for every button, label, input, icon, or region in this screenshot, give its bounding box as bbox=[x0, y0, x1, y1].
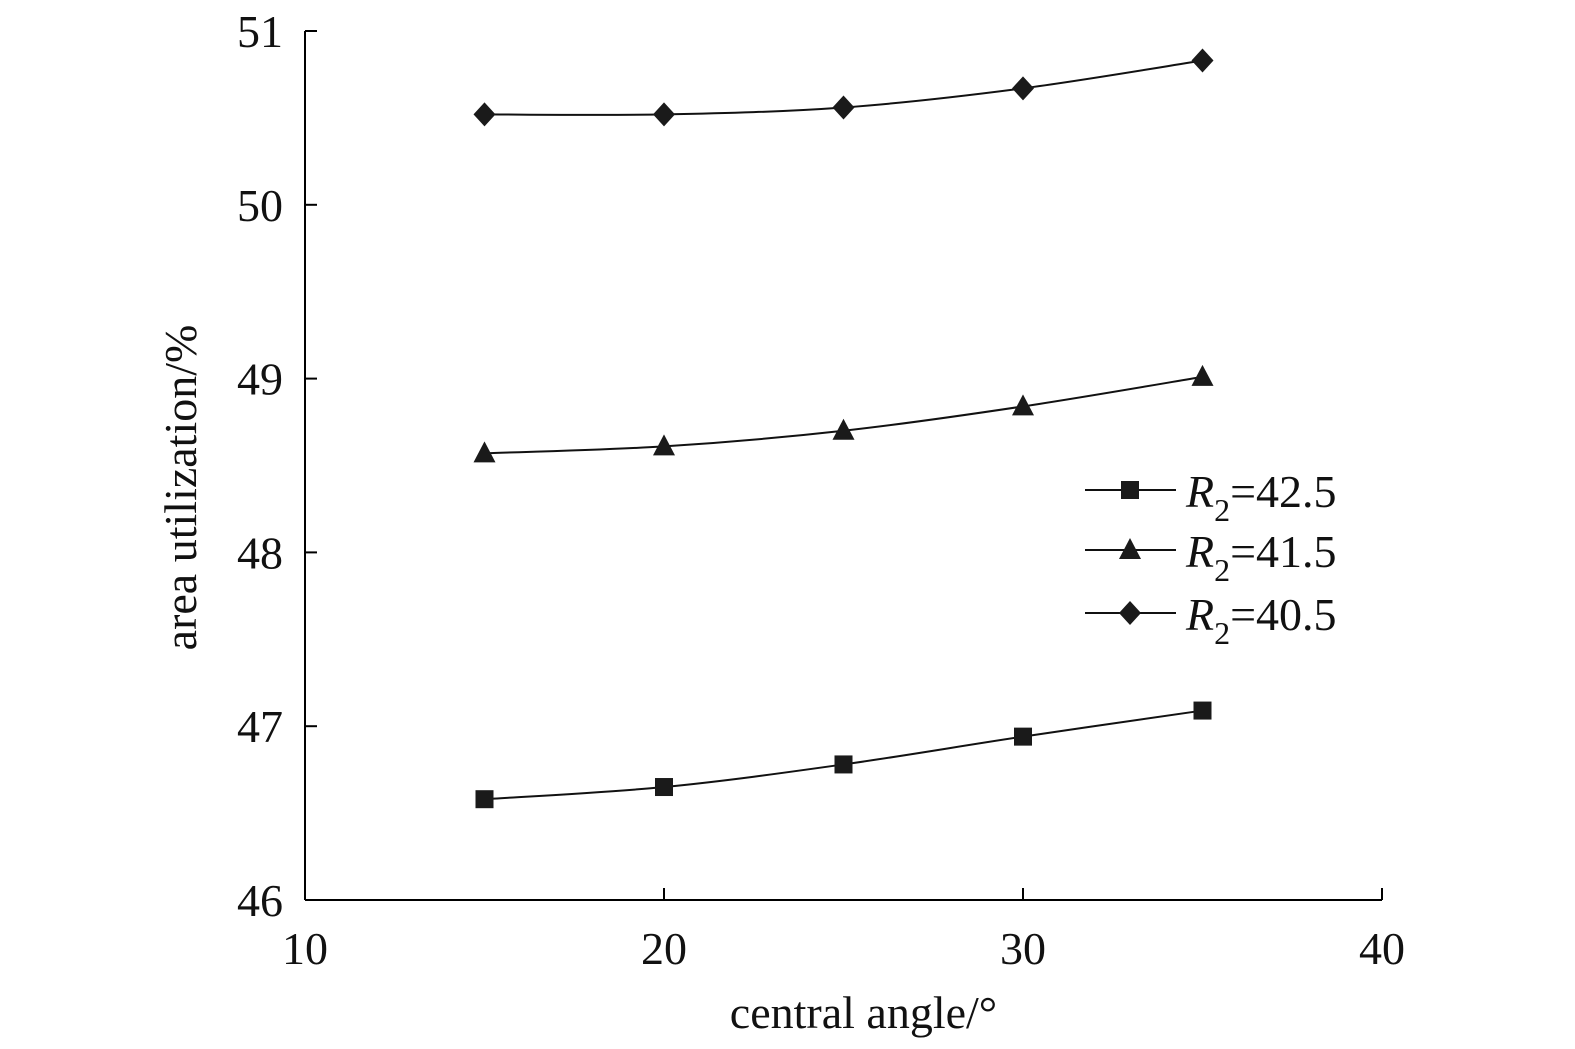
y-axis-title: area utilization/% bbox=[155, 325, 206, 651]
series bbox=[475, 701, 1212, 809]
axes bbox=[304, 31, 1382, 901]
y-tick-label: 51 bbox=[237, 6, 283, 57]
legend-item: R2=42.5 bbox=[1085, 466, 1337, 528]
legend-label: R2=42.5 bbox=[1185, 466, 1337, 528]
series-group bbox=[473, 48, 1214, 809]
diamond-marker bbox=[1119, 601, 1141, 625]
diamond-marker bbox=[832, 95, 855, 120]
diamond-marker bbox=[1191, 48, 1214, 73]
legend-item: R2=40.5 bbox=[1085, 589, 1337, 651]
y-tick-label: 48 bbox=[237, 527, 283, 578]
series bbox=[473, 48, 1214, 127]
x-tick-label: 30 bbox=[1000, 923, 1046, 974]
diamond-marker bbox=[473, 102, 496, 127]
series-line bbox=[484, 709, 1203, 801]
square-marker bbox=[1193, 701, 1212, 720]
square-marker bbox=[655, 778, 673, 797]
legend-item: R2=41.5 bbox=[1085, 526, 1337, 588]
diamond-marker bbox=[653, 102, 675, 127]
triangle-marker bbox=[1012, 394, 1034, 416]
legend-label: R2=40.5 bbox=[1185, 589, 1337, 651]
triangle-marker bbox=[473, 441, 496, 463]
legend: R2=42.5R2=41.5R2=40.5 bbox=[1085, 466, 1337, 651]
y-tick-label: 46 bbox=[237, 875, 283, 926]
x-axis-title: central angle/° bbox=[730, 987, 997, 1038]
series-line bbox=[484, 375, 1203, 455]
diamond-marker bbox=[1012, 76, 1034, 101]
x-tick-label: 40 bbox=[1359, 923, 1405, 974]
triangle-marker bbox=[1119, 538, 1141, 559]
y-tick-label: 49 bbox=[237, 354, 283, 405]
square-marker bbox=[1121, 481, 1139, 499]
triangle-marker bbox=[1191, 364, 1214, 386]
series bbox=[473, 364, 1214, 463]
triangle-marker bbox=[653, 434, 675, 456]
square-marker bbox=[475, 790, 494, 809]
x-tick-label: 10 bbox=[282, 923, 328, 974]
legend-label: R2=41.5 bbox=[1185, 526, 1337, 588]
square-marker bbox=[1014, 727, 1032, 746]
y-tick-label: 47 bbox=[237, 701, 283, 752]
x-tick-label: 20 bbox=[641, 923, 687, 974]
ticks: 46 47 48 49 50 51 10 20 30 40 bbox=[237, 6, 1405, 974]
triangle-marker bbox=[832, 418, 855, 440]
square-marker bbox=[834, 755, 853, 774]
y-tick-label: 50 bbox=[237, 180, 283, 231]
